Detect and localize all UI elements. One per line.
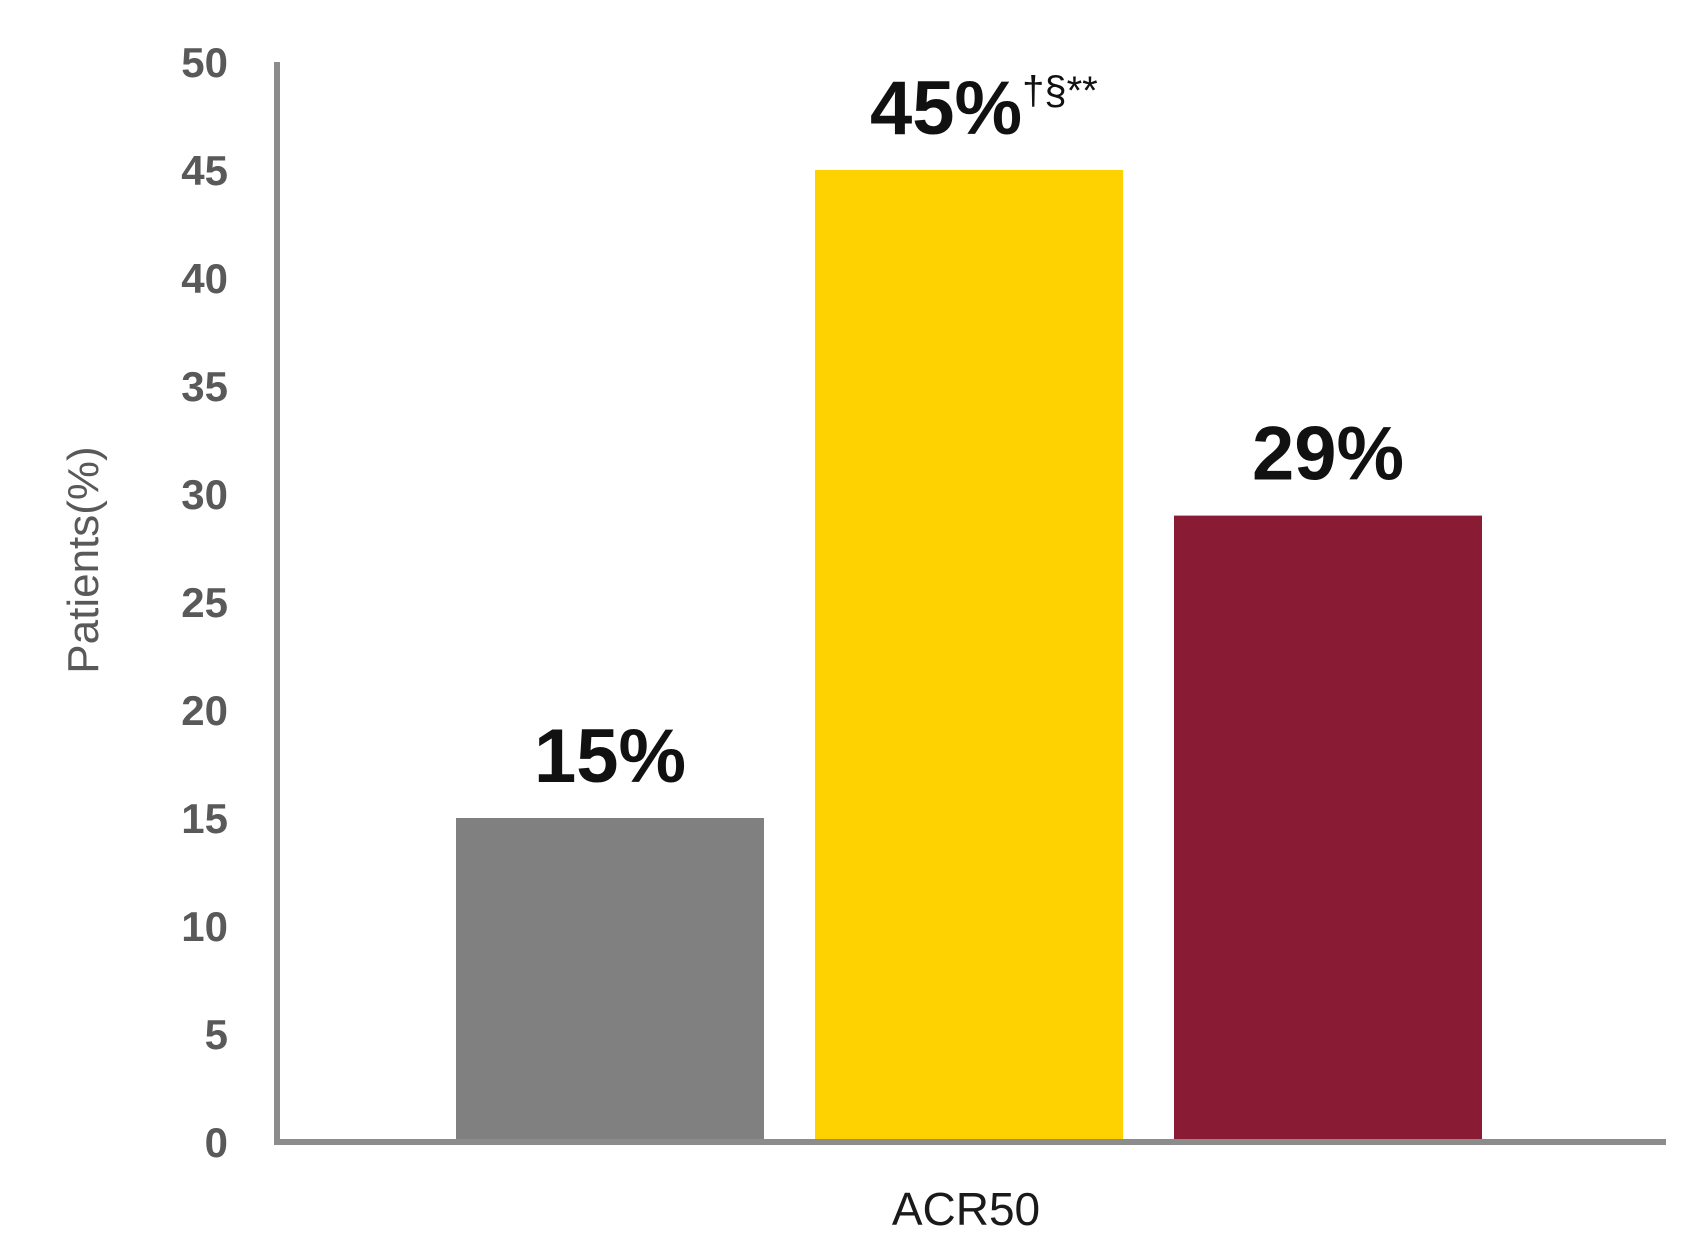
bar-3 xyxy=(1174,515,1482,1142)
data-label-2: 45%†§** xyxy=(870,66,1098,151)
y-tick-label: 30 xyxy=(181,471,228,518)
data-label-3: 29% xyxy=(1252,412,1404,497)
y-tick-label: 0 xyxy=(205,1119,228,1166)
y-axis-ticks: 0 5 10 15 20 25 30 35 40 45 50 xyxy=(181,39,228,1166)
data-label-1: 15% xyxy=(534,714,686,799)
y-tick-label: 35 xyxy=(181,363,228,410)
bar-2 xyxy=(815,170,1123,1142)
bar-1 xyxy=(456,818,764,1142)
y-tick-label: 5 xyxy=(205,1011,228,1058)
data-labels-group: 15% 45%†§** 29% xyxy=(534,66,1404,799)
x-category-label: ACR50 xyxy=(892,1183,1040,1235)
y-tick-label: 10 xyxy=(181,903,228,950)
y-axis-title: Patients(%) xyxy=(59,446,108,673)
data-label-footnote-marks: †§** xyxy=(1022,69,1098,113)
y-tick-label: 45 xyxy=(181,147,228,194)
y-tick-label: 15 xyxy=(181,795,228,842)
y-tick-label: 25 xyxy=(181,579,228,626)
y-tick-label: 20 xyxy=(181,687,228,734)
bars-group xyxy=(456,170,1482,1142)
y-tick-label: 40 xyxy=(181,255,228,302)
y-tick-label: 50 xyxy=(181,39,228,86)
